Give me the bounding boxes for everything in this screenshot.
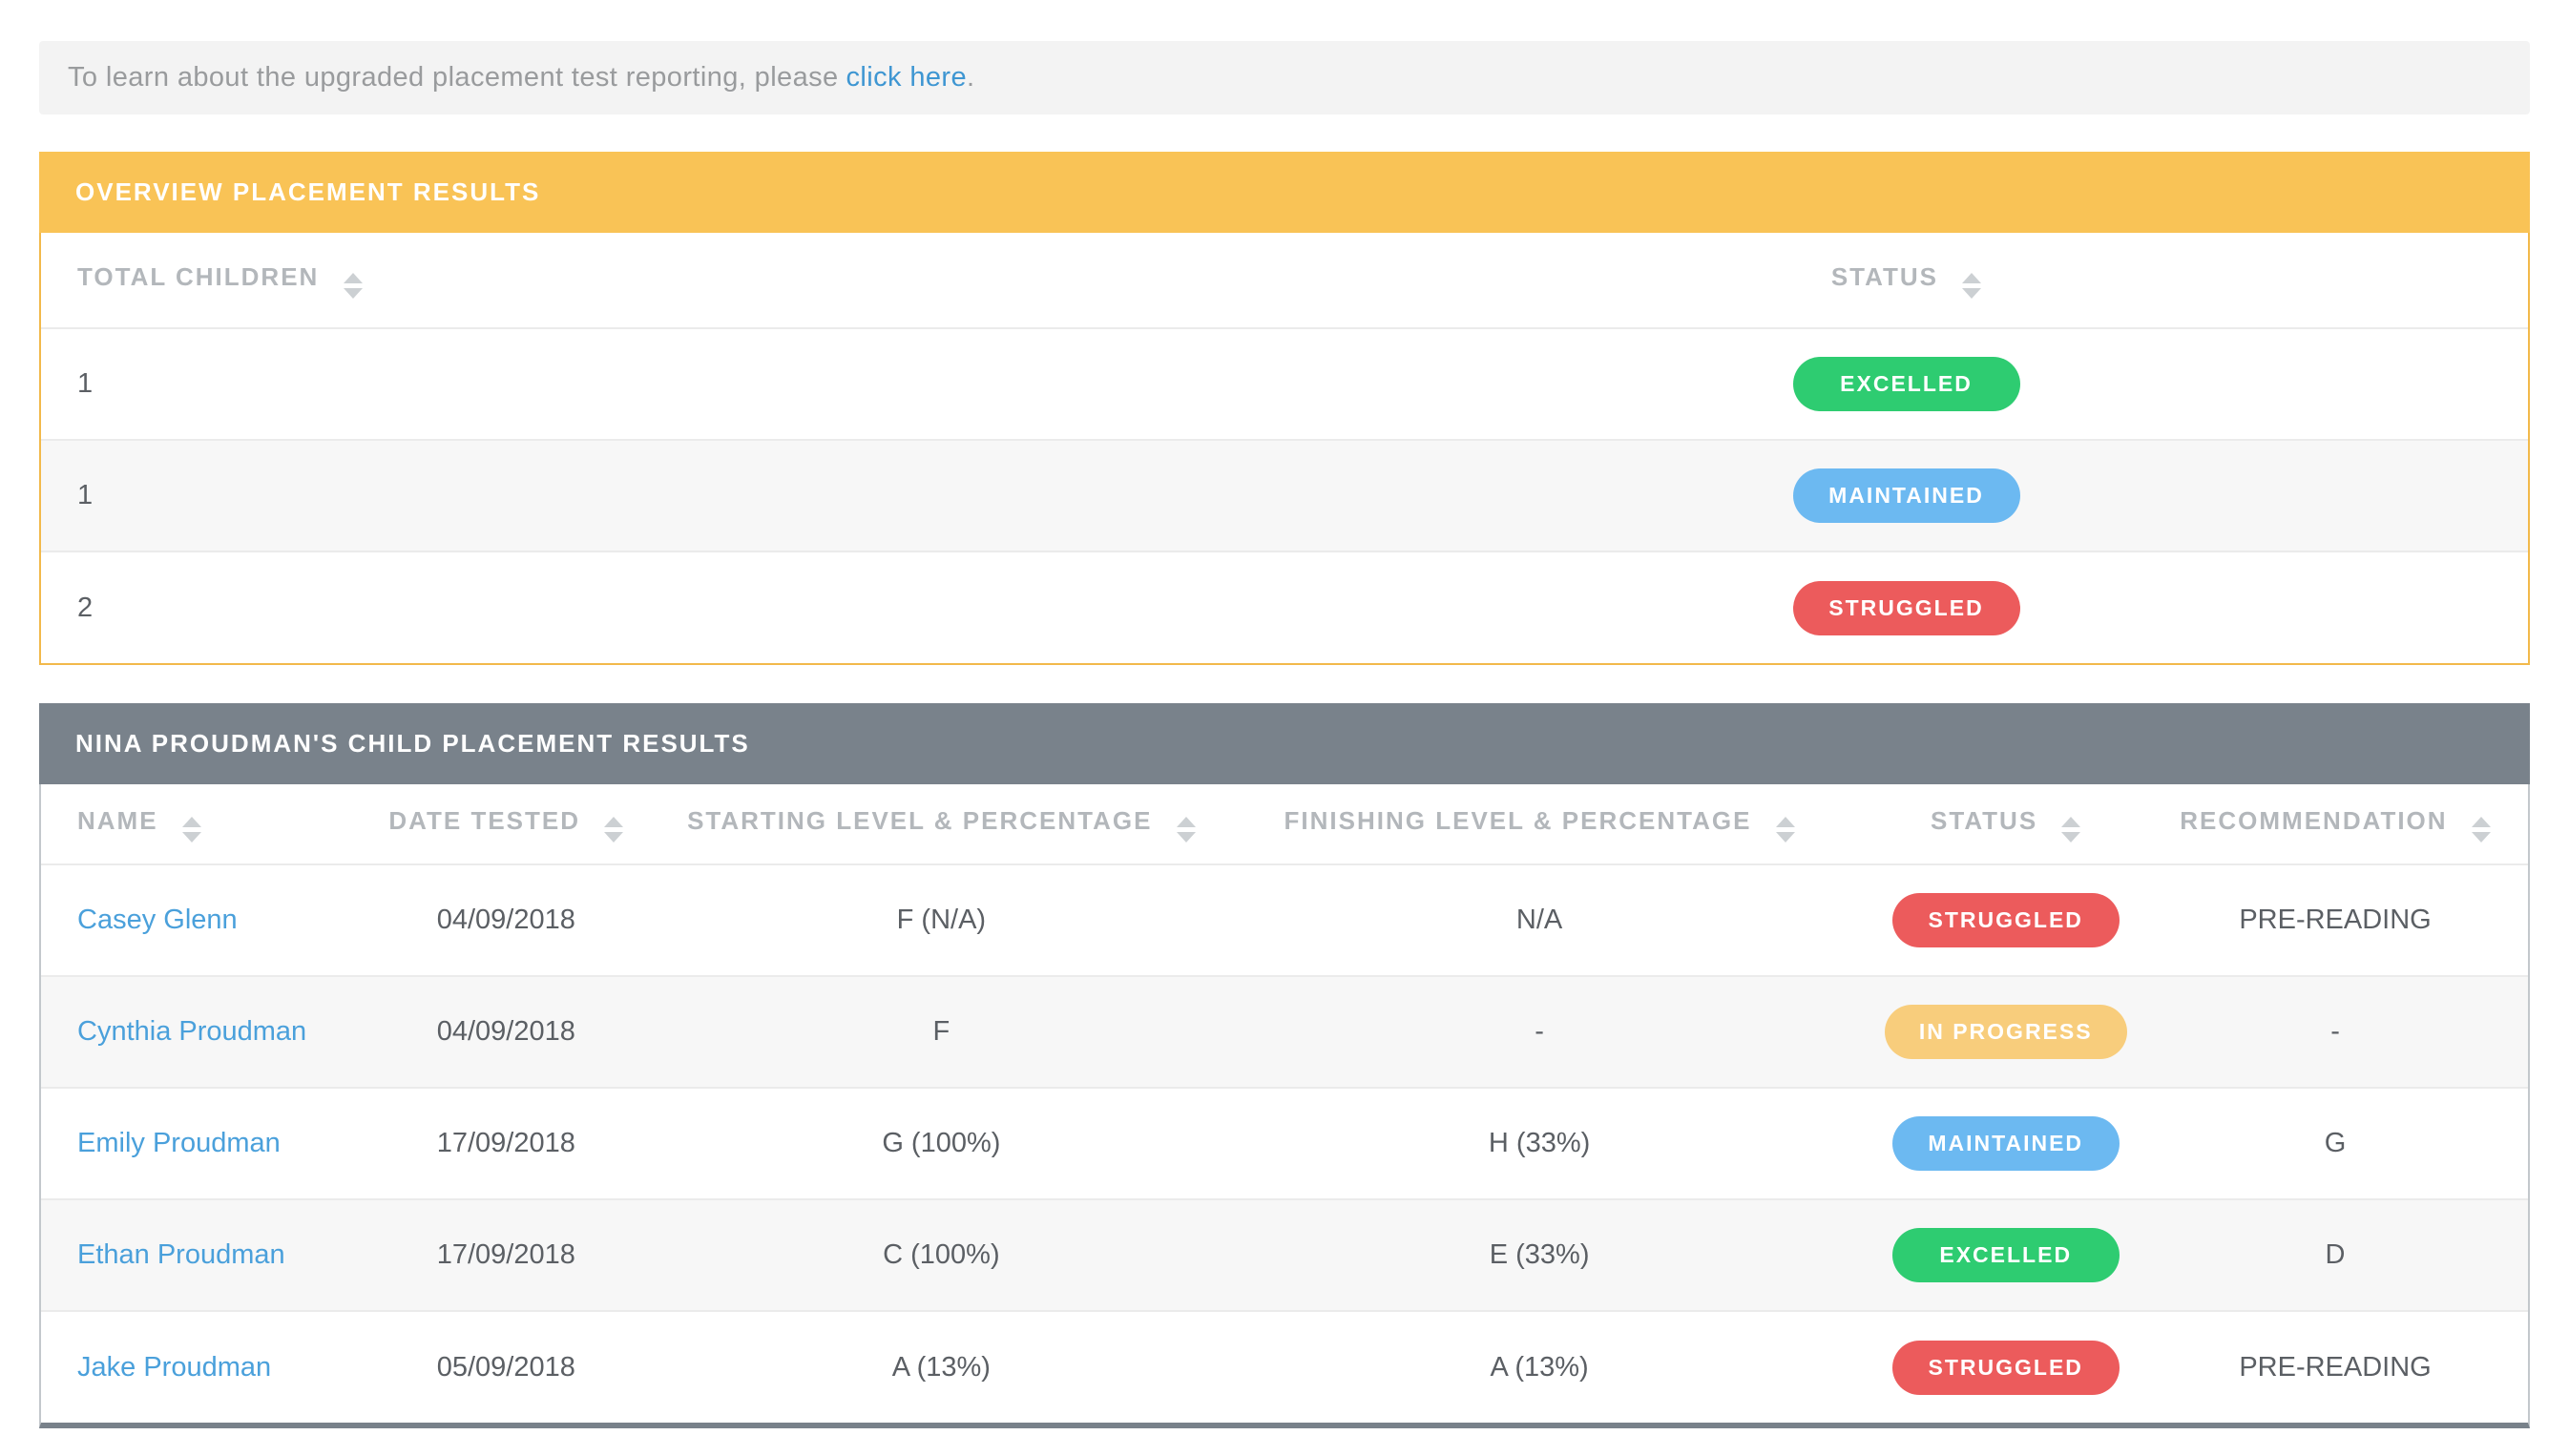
click-here-link[interactable]: click here <box>846 62 968 93</box>
status-badge: EXCELLED <box>1792 357 2020 411</box>
results-col-status[interactable]: STATUS <box>1869 784 2142 864</box>
date-tested-value: 04/09/2018 <box>436 905 575 935</box>
overview-card-header: OVERVIEW PLACEMENT RESULTS <box>39 152 2530 233</box>
results-col-date-tested[interactable]: DATE TESTED <box>340 784 673 864</box>
starting-level-value: F (N/A) <box>896 905 987 935</box>
finishing-level-value: N/A <box>1515 905 1563 935</box>
overview-col-total-children[interactable]: TOTAL CHILDREN <box>41 233 1284 328</box>
finishing-level-value: E (33%) <box>1489 1239 1590 1270</box>
sort-icon[interactable] <box>2061 816 2081 842</box>
recommendation-value: D <box>2325 1239 2346 1270</box>
results-col-starting-level-label: STARTING LEVEL & PERCENTAGE <box>687 805 1153 835</box>
date-tested-value: 17/09/2018 <box>436 1239 575 1270</box>
status-badge: IN PROGRESS <box>1884 1005 2127 1059</box>
child-name-link[interactable]: Casey Glenn <box>77 905 238 935</box>
status-badge: STRUGGLED <box>1891 893 2120 947</box>
info-banner-suffix: . <box>967 62 975 93</box>
table-row: Jake Proudman 05/09/2018 A (13%) A (13%)… <box>41 1311 2528 1423</box>
overview-card-title: OVERVIEW PLACEMENT RESULTS <box>75 177 541 206</box>
child-name-link[interactable]: Jake Proudman <box>77 1351 272 1383</box>
recommendation-value: - <box>2330 1016 2340 1047</box>
total-children-value: 2 <box>77 592 94 623</box>
results-col-recommendation[interactable]: RECOMMENDATION <box>2142 784 2528 864</box>
table-row: Cynthia Proudman 04/09/2018 F - IN PROGR… <box>41 976 2528 1088</box>
recommendation-value: PRE-READING <box>2239 905 2432 935</box>
sort-icon[interactable] <box>181 816 201 842</box>
sort-icon[interactable] <box>604 816 624 842</box>
overview-card: OVERVIEW PLACEMENT RESULTS TOTAL CHILDRE… <box>39 152 2530 665</box>
starting-level-value: F <box>932 1016 950 1047</box>
status-badge: STRUGGLED <box>1792 580 2020 635</box>
overview-col-status[interactable]: STATUS <box>1284 233 2528 328</box>
date-tested-value: 04/09/2018 <box>436 1016 575 1047</box>
results-col-recommendation-label: RECOMMENDATION <box>2180 805 2448 835</box>
finishing-level-value: A (13%) <box>1490 1351 1589 1383</box>
sort-icon[interactable] <box>1176 816 1196 842</box>
child-results-card: NINA PROUDMAN'S CHILD PLACEMENT RESULTS … <box>39 703 2530 1428</box>
overview-row-maintained: 1 MAINTAINED <box>41 440 2528 551</box>
table-row: Ethan Proudman 17/09/2018 C (100%) E (33… <box>41 1199 2528 1311</box>
sort-icon[interactable] <box>1775 816 1795 842</box>
child-name-link[interactable]: Emily Proudman <box>77 1128 281 1158</box>
info-banner: To learn about the upgraded placement te… <box>39 41 2530 114</box>
status-badge: MAINTAINED <box>1891 1116 2120 1171</box>
sort-icon[interactable] <box>343 272 363 299</box>
status-badge: STRUGGLED <box>1891 1340 2120 1395</box>
date-tested-value: 05/09/2018 <box>436 1351 575 1383</box>
table-row: Casey Glenn 04/09/2018 F (N/A) N/A STRUG… <box>41 864 2528 976</box>
date-tested-value: 17/09/2018 <box>436 1128 575 1158</box>
overview-col-status-label: STATUS <box>1830 261 1938 291</box>
starting-level-value: G (100%) <box>882 1128 1001 1158</box>
sort-icon[interactable] <box>1962 272 1982 299</box>
results-col-name-label: NAME <box>77 805 158 835</box>
total-children-value: 1 <box>77 480 94 510</box>
child-results-card-title: NINA PROUDMAN'S CHILD PLACEMENT RESULTS <box>75 729 750 758</box>
recommendation-value: PRE-READING <box>2239 1351 2432 1383</box>
info-banner-text: To learn about the upgraded placement te… <box>68 62 839 93</box>
status-badge: EXCELLED <box>1891 1228 2120 1282</box>
recommendation-value: G <box>2324 1128 2347 1158</box>
total-children-value: 1 <box>77 368 94 399</box>
overview-row-excelled: 1 EXCELLED <box>41 328 2528 440</box>
child-results-table: NAME DATE TESTED STARTING LEVEL & PERCEN… <box>41 784 2528 1423</box>
sort-icon[interactable] <box>2471 816 2491 842</box>
overview-col-total-children-label: TOTAL CHILDREN <box>77 261 320 291</box>
results-col-name[interactable]: NAME <box>41 784 340 864</box>
overview-row-struggled: 2 STRUGGLED <box>41 551 2528 663</box>
results-col-finishing-level-label: FINISHING LEVEL & PERCENTAGE <box>1284 805 1752 835</box>
finishing-level-value: H (33%) <box>1488 1128 1591 1158</box>
child-name-link[interactable]: Cynthia Proudman <box>77 1016 307 1047</box>
results-col-status-label: STATUS <box>1931 805 2038 835</box>
child-results-card-header: NINA PROUDMAN'S CHILD PLACEMENT RESULTS <box>39 703 2530 784</box>
results-col-starting-level[interactable]: STARTING LEVEL & PERCENTAGE <box>673 784 1210 864</box>
table-row: Emily Proudman 17/09/2018 G (100%) H (33… <box>41 1088 2528 1199</box>
starting-level-value: C (100%) <box>883 1239 1000 1270</box>
results-col-date-tested-label: DATE TESTED <box>388 805 581 835</box>
status-badge: MAINTAINED <box>1792 468 2020 523</box>
results-col-finishing-level[interactable]: FINISHING LEVEL & PERCENTAGE <box>1210 784 1869 864</box>
results-header-row: NAME DATE TESTED STARTING LEVEL & PERCEN… <box>41 784 2528 864</box>
starting-level-value: A (13%) <box>891 1351 991 1383</box>
finishing-level-value: - <box>1535 1016 1544 1047</box>
overview-header-row: TOTAL CHILDREN STATUS <box>41 233 2528 328</box>
overview-table: TOTAL CHILDREN STATUS 1 EXCELLED 1 MAIN <box>41 233 2528 663</box>
child-name-link[interactable]: Ethan Proudman <box>77 1239 285 1270</box>
